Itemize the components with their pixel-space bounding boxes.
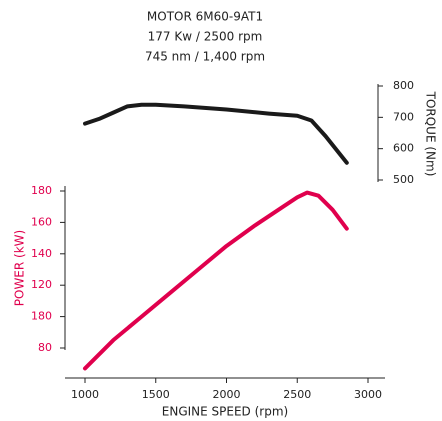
chart-subtitle: 177 Kw / 2500 rpm xyxy=(148,30,263,44)
y2-axis-label: TORQUE (Nm) xyxy=(424,91,438,177)
y-tick-label: 180 xyxy=(31,310,52,323)
x-tick-label: 3000 xyxy=(354,388,382,401)
x-tick-label: 1500 xyxy=(142,388,170,401)
y2-tick-label: 700 xyxy=(393,110,414,123)
chart-subtitle: 745 nm / 1,400 rpm xyxy=(145,50,265,64)
data-line xyxy=(83,190,349,371)
y-tick-label: 140 xyxy=(31,247,52,260)
y-tick-label: 160 xyxy=(31,215,52,228)
y2-tick-label: 600 xyxy=(393,142,414,155)
y2-tick-label: 500 xyxy=(393,173,414,186)
chart-title: MOTOR 6M60-9AT1 xyxy=(147,10,263,24)
y2-tick-label: 800 xyxy=(393,79,414,92)
y-tick-label: 120 xyxy=(31,278,52,291)
y-tick-label: 80 xyxy=(38,341,52,354)
y-tick-label: 180 xyxy=(31,184,52,197)
x-tick-label: 2500 xyxy=(283,388,311,401)
x-tick-label: 2000 xyxy=(213,388,241,401)
data-line xyxy=(83,102,349,165)
y-axis-label: POWER (kW) xyxy=(13,230,27,306)
x-tick-label: 1000 xyxy=(71,388,99,401)
x-axis-label: ENGINE SPEED (rpm) xyxy=(162,405,288,419)
